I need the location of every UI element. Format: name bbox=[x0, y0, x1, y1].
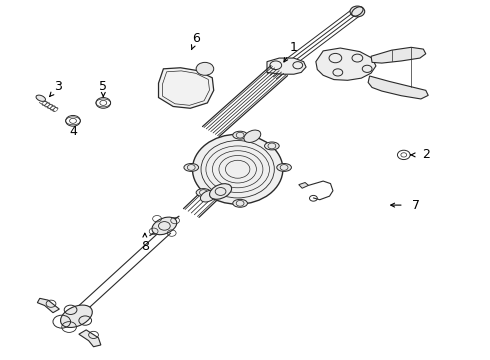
Ellipse shape bbox=[210, 184, 232, 199]
Ellipse shape bbox=[233, 131, 247, 139]
Ellipse shape bbox=[196, 189, 211, 197]
Ellipse shape bbox=[200, 190, 216, 202]
Polygon shape bbox=[371, 47, 426, 63]
Text: 2: 2 bbox=[422, 148, 430, 161]
Ellipse shape bbox=[277, 163, 292, 171]
Ellipse shape bbox=[184, 163, 198, 171]
Text: 4: 4 bbox=[69, 125, 77, 138]
Ellipse shape bbox=[265, 142, 279, 150]
Text: 6: 6 bbox=[192, 32, 200, 45]
Text: 3: 3 bbox=[54, 80, 62, 93]
Ellipse shape bbox=[36, 95, 46, 102]
Polygon shape bbox=[316, 48, 376, 80]
Polygon shape bbox=[368, 76, 428, 99]
Polygon shape bbox=[267, 58, 306, 74]
Text: 8: 8 bbox=[141, 240, 149, 253]
Ellipse shape bbox=[193, 134, 283, 204]
Circle shape bbox=[350, 6, 365, 17]
Polygon shape bbox=[79, 330, 101, 347]
Polygon shape bbox=[299, 183, 309, 188]
Ellipse shape bbox=[233, 199, 247, 207]
Circle shape bbox=[196, 62, 214, 75]
Text: 7: 7 bbox=[412, 199, 420, 212]
Ellipse shape bbox=[244, 130, 261, 143]
Polygon shape bbox=[159, 68, 214, 108]
Polygon shape bbox=[37, 298, 59, 313]
Text: 5: 5 bbox=[99, 80, 107, 93]
Ellipse shape bbox=[61, 305, 92, 328]
Text: 1: 1 bbox=[290, 41, 298, 54]
Ellipse shape bbox=[152, 217, 177, 235]
